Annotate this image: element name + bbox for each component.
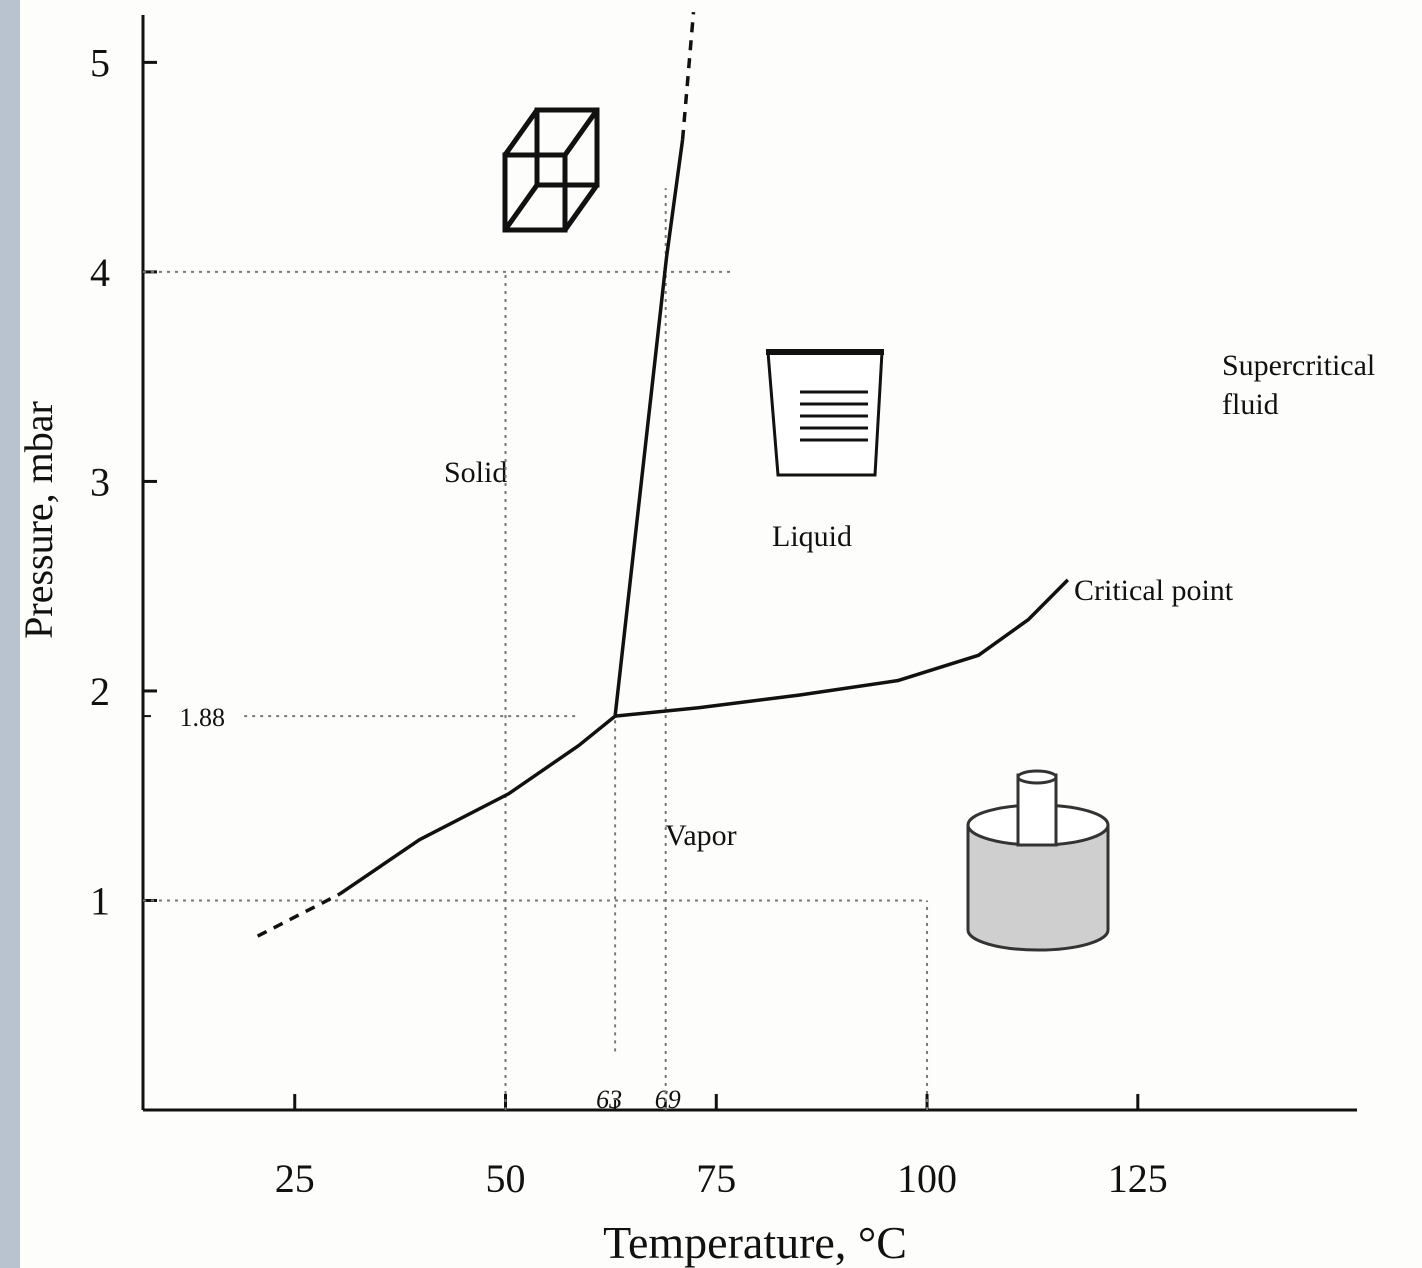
- y-tick-label: 1: [90, 878, 110, 923]
- x-tick-label: 125: [1108, 1156, 1168, 1201]
- x-tick-label: 25: [275, 1156, 315, 1201]
- critical-point-label: Critical point: [1074, 574, 1234, 607]
- region-label: Liquid: [772, 520, 852, 553]
- y-tick-label: 2: [90, 669, 110, 714]
- region-label: Solid: [444, 456, 507, 489]
- x-tick-label: 100: [897, 1156, 957, 1201]
- x-tick-label: 75: [696, 1156, 736, 1201]
- x-tick-label: 50: [486, 1156, 526, 1201]
- y-tick-label: 3: [90, 459, 110, 504]
- y-axis-title: Pressure, mbar: [16, 401, 61, 639]
- region-label: Supercritical: [1222, 349, 1375, 382]
- background: [0, 0, 1422, 1268]
- chart: Temperature, °C Pressure, mbar Solid Liq…: [0, 0, 1422, 1268]
- y-tick-label: 4: [90, 250, 110, 295]
- guide-tick-label: 1.88: [180, 703, 226, 732]
- region-label: Vapor: [665, 819, 737, 852]
- x-axis-title: Temperature, °C: [603, 1217, 907, 1268]
- liquid-icon: [766, 352, 884, 475]
- y-tick-label: 5: [90, 40, 110, 85]
- guide-tick-label: 69: [655, 1085, 681, 1114]
- region-label: fluid: [1222, 388, 1279, 421]
- guide-tick-label: 63: [596, 1085, 622, 1114]
